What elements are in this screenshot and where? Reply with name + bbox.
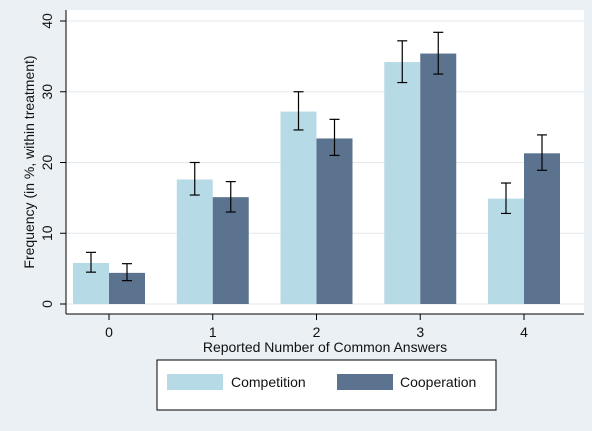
bar-competition [176,179,213,304]
bar-cooperation [524,153,560,304]
x-tick-label: 1 [209,324,217,340]
x-tick-label: 2 [313,324,321,340]
bar-competition [280,111,317,304]
y-tick-label: 10 [39,225,55,241]
y-tick-label: 40 [39,13,55,29]
y-tick-label: 30 [39,84,55,100]
bar-competition [384,62,421,304]
y-tick-label: 0 [39,300,55,308]
x-tick-label: 3 [416,324,424,340]
bar-cooperation [212,197,249,304]
error-bars [86,31,547,282]
x-tick-label: 0 [105,324,113,340]
legend: Competition Cooperation [156,359,497,411]
bar-competition [488,198,524,304]
bar-cooperation [316,138,353,304]
y-axis-ticks: 0 10 20 30 40 [39,13,66,308]
x-tick-label: 4 [520,324,528,340]
legend-label-competition: Competition [231,374,306,390]
bar-cooperation [420,53,457,304]
y-axis-label: Frequency (in %, within treatment) [21,55,37,268]
y-tick-label: 20 [39,155,55,171]
legend-label-cooperation: Cooperation [400,374,476,390]
bars [73,53,560,304]
legend-swatch-cooperation [337,374,393,390]
x-axis-label: Reported Number of Common Answers [203,339,447,355]
legend-swatch-competition [167,374,223,390]
x-axis-ticks: 0 1 2 3 4 [105,314,528,340]
